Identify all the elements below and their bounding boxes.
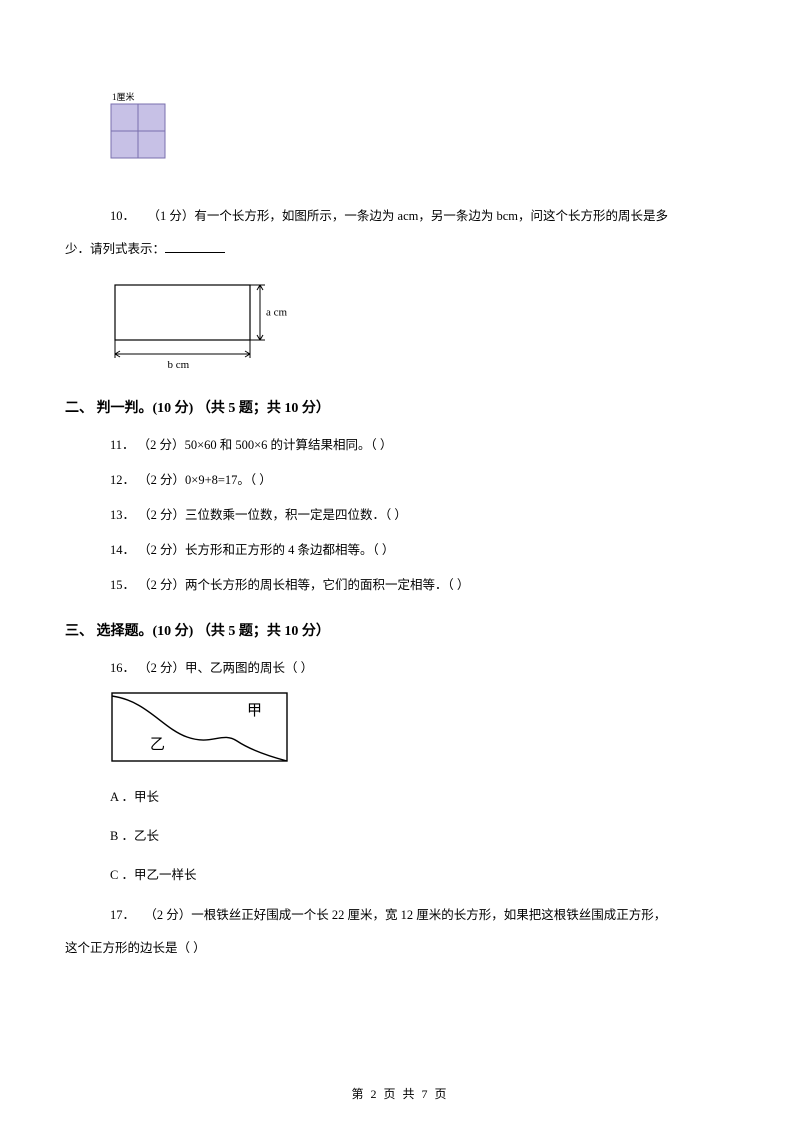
page-footer: 第 2 页 共 7 页 — [0, 1085, 800, 1102]
svg-text:b cm: b cm — [168, 359, 190, 370]
q-number: 17． — [110, 908, 135, 922]
q-number: 14． — [110, 543, 135, 557]
section-2-head: 二、 判一判。(10 分) （共 5 题；共 10 分） — [65, 397, 735, 417]
q-points: （2 分） — [138, 508, 185, 522]
q13: 13． （2 分）三位数乘一位数，积一定是四位数．（ ） — [110, 503, 735, 528]
rect-svg: a cm b cm — [110, 280, 300, 370]
q-text: 0×9+8=17。（ ） — [185, 473, 272, 487]
q-text: 50×60 和 500×6 的计算结果相同。（ ） — [185, 438, 393, 452]
q-text: 有一个长方形，如图所示，一条边为 acm，另一条边为 bcm，问这个长方形的周长… — [194, 209, 668, 223]
q-points: （2 分） — [144, 908, 191, 922]
q-text: 三位数乘一位数，积一定是四位数．（ ） — [185, 508, 407, 522]
q-text: 一根铁丝正好围成一个长 22 厘米，宽 12 厘米的长方形，如果把这根铁丝围成正… — [191, 908, 666, 922]
svg-text:a cm: a cm — [266, 307, 288, 319]
q-points: （2 分） — [138, 438, 185, 452]
q-number: 16． — [110, 661, 135, 675]
q-number: 10． — [110, 209, 135, 223]
q-points: （2 分） — [138, 543, 185, 557]
q-number: 13． — [110, 508, 135, 522]
q-text: 两个长方形的周长相等，它们的面积一定相等．（ ） — [185, 578, 469, 592]
q-number: 15． — [110, 578, 135, 592]
q-text: 长方形和正方形的 4 条边都相等。（ ） — [185, 543, 394, 557]
svg-text:甲: 甲 — [247, 703, 262, 719]
figure-small-grid: 1厘米 — [110, 90, 735, 164]
fill-blank[interactable] — [165, 239, 225, 253]
grid-label: 1厘米 — [112, 90, 735, 103]
q16-svg: 甲乙 — [110, 691, 290, 763]
q10-line2-prefix: 少．请列式表示： — [65, 242, 165, 256]
q15: 15． （2 分）两个长方形的周长相等，它们的面积一定相等．（ ） — [110, 573, 735, 598]
choice-b[interactable]: B ．乙长 — [110, 825, 735, 844]
grid-svg — [110, 103, 166, 159]
q-points: （2 分） — [138, 473, 185, 487]
section-3-head: 三、 选择题。(10 分) （共 5 题；共 10 分） — [65, 620, 735, 640]
q10: 10． （1 分）有一个长方形，如图所示，一条边为 acm，另一条边为 bcm，… — [110, 204, 735, 229]
svg-text:乙: 乙 — [150, 737, 165, 753]
q-number: 11． — [110, 438, 135, 452]
q-number: 12． — [110, 473, 135, 487]
q-points: （2 分） — [138, 661, 185, 675]
q11: 11． （2 分）50×60 和 500×6 的计算结果相同。（ ） — [110, 433, 735, 458]
document-page: 1厘米 10． （1 分）有一个长方形，如图所示，一条边为 acm，另一条边为 … — [0, 0, 800, 1009]
q17-line2: 这个正方形的边长是（ ） — [65, 936, 735, 961]
q-text: 甲、乙两图的周长（ ） — [185, 661, 313, 675]
q-points: （1 分） — [148, 209, 195, 223]
q17: 17． （2 分）一根铁丝正好围成一个长 22 厘米，宽 12 厘米的长方形，如… — [110, 903, 735, 928]
q-points: （2 分） — [138, 578, 185, 592]
q12: 12． （2 分）0×9+8=17。（ ） — [110, 468, 735, 493]
figure-rect-ab: a cm b cm — [110, 280, 735, 375]
q10-line2: 少．请列式表示： — [65, 237, 735, 262]
choice-c[interactable]: C ．甲乙一样长 — [110, 864, 735, 883]
choice-a[interactable]: A ．甲长 — [110, 786, 735, 805]
figure-q16: 甲乙 — [110, 691, 735, 768]
q14: 14． （2 分）长方形和正方形的 4 条边都相等。（ ） — [110, 538, 735, 563]
q16: 16． （2 分）甲、乙两图的周长（ ） — [110, 656, 735, 681]
